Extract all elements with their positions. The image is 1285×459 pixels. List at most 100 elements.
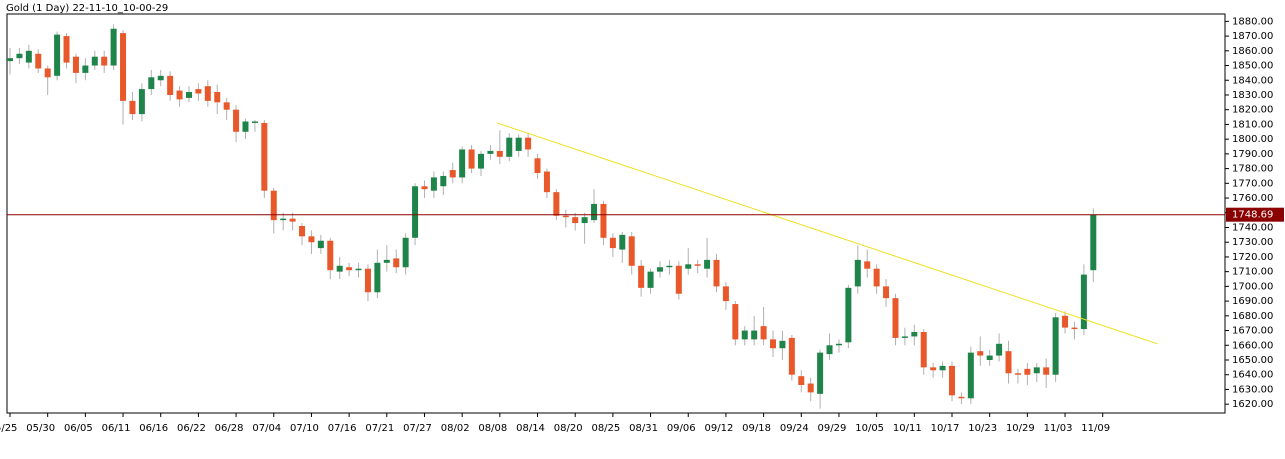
x-tick-label: 07/04 [252, 423, 281, 434]
candle-body [421, 186, 428, 190]
candle-body [449, 170, 456, 178]
candle-body [157, 75, 164, 81]
x-tick-label: 10/11 [893, 423, 922, 434]
candle-body [826, 345, 833, 355]
candle-body [167, 75, 174, 95]
candle-body [374, 262, 381, 293]
candle-body [807, 383, 814, 393]
candle-body [741, 330, 748, 340]
candle-body [901, 336, 908, 338]
y-tick-label: 1880.00 [1232, 16, 1273, 27]
y-tick-label: 1790.00 [1232, 149, 1273, 160]
y-tick-label: 1620.00 [1232, 399, 1273, 410]
candle-body [722, 286, 729, 302]
x-tick-label: 09/12 [705, 423, 734, 434]
candle-body [242, 121, 249, 132]
y-tick-label: 1780.00 [1232, 164, 1273, 175]
candle-body [628, 236, 635, 266]
x-tick-label: 09/29 [818, 423, 847, 434]
x-tick-label: 07/21 [365, 423, 394, 434]
last-price-box [1226, 207, 1284, 222]
candle-body [543, 171, 550, 193]
x-tick-label: 06/28 [215, 423, 244, 434]
x-tick-label: 06/22 [177, 423, 206, 434]
y-tick-label: 1820.00 [1232, 105, 1273, 116]
candle-body [666, 265, 673, 268]
y-tick-label: 1630.00 [1232, 384, 1273, 395]
candle-body [553, 192, 560, 216]
candle-body [289, 218, 296, 222]
candle-body [562, 215, 569, 218]
candle-body [694, 264, 701, 266]
candle-body [1071, 327, 1078, 330]
candle-body [1014, 373, 1021, 375]
candle-body [129, 100, 136, 115]
candle-body [336, 265, 343, 272]
candle-body [638, 265, 645, 288]
y-tick-label: 1720.00 [1232, 252, 1273, 263]
candle-body [148, 77, 155, 90]
candle-body [251, 121, 258, 123]
candle-body [138, 89, 145, 115]
x-tick-label: 05/30 [26, 423, 55, 434]
candle-body [656, 267, 663, 272]
candle-body [214, 92, 221, 103]
candle-body [873, 268, 880, 287]
x-tick-label: 09/24 [780, 423, 809, 434]
y-tick-label: 1730.00 [1232, 237, 1273, 248]
x-tick-label: 10/17 [931, 423, 960, 434]
candle-body [54, 34, 61, 76]
x-tick-label: 10/05 [855, 423, 884, 434]
candle-body [779, 340, 786, 349]
candle-body [195, 89, 202, 94]
y-tick-label: 1640.00 [1232, 370, 1273, 381]
candle-body [1033, 367, 1040, 374]
candle-body [760, 326, 767, 340]
y-tick-label: 1760.00 [1232, 193, 1273, 204]
candle-body [958, 396, 965, 399]
candle-body [459, 149, 466, 178]
trend-line [496, 122, 1158, 345]
candle-body [572, 217, 579, 224]
candle-body [185, 92, 192, 98]
candle-body [101, 56, 108, 66]
x-tick-label: 08/08 [478, 423, 507, 434]
candle-body [223, 102, 230, 110]
candle-body [1090, 214, 1097, 271]
candle-body [1080, 274, 1087, 330]
x-tick-label: 06/05 [64, 423, 93, 434]
y-tick-label: 1810.00 [1232, 119, 1273, 130]
candle-body [1062, 315, 1069, 328]
candle-body [911, 332, 918, 337]
candle-body [440, 175, 447, 187]
y-tick-label: 1860.00 [1232, 46, 1273, 57]
y-tick-label: 1710.00 [1232, 267, 1273, 278]
candle-body [647, 271, 654, 288]
candle-body [883, 286, 890, 299]
candle-body [412, 186, 419, 238]
y-tick-label: 1650.00 [1232, 355, 1273, 366]
candle-body [383, 259, 390, 263]
x-tick-label: 05/25 [0, 423, 17, 434]
candle-body [835, 343, 842, 346]
x-tick-label: 10/29 [1006, 423, 1035, 434]
candle-body [176, 90, 183, 100]
chart-title: Gold (1 Day) 22-11-10_10-00-29 [6, 3, 168, 14]
candle-body [16, 53, 23, 59]
y-tick-label: 1680.00 [1232, 311, 1273, 322]
candle-body [949, 365, 955, 396]
x-tick-label: 07/10 [290, 423, 319, 434]
candle-body [402, 237, 409, 268]
candle-body [977, 351, 984, 356]
y-tick-label: 1700.00 [1232, 281, 1273, 292]
candle-body [798, 376, 805, 386]
candle-body [487, 150, 494, 154]
candle-body [82, 65, 89, 73]
candle-body [364, 268, 371, 293]
candle-body [854, 259, 861, 287]
candle-body [515, 137, 522, 151]
x-tick-label: 08/20 [554, 423, 583, 434]
candle-body [280, 218, 287, 221]
y-tick-label: 1770.00 [1232, 178, 1273, 189]
